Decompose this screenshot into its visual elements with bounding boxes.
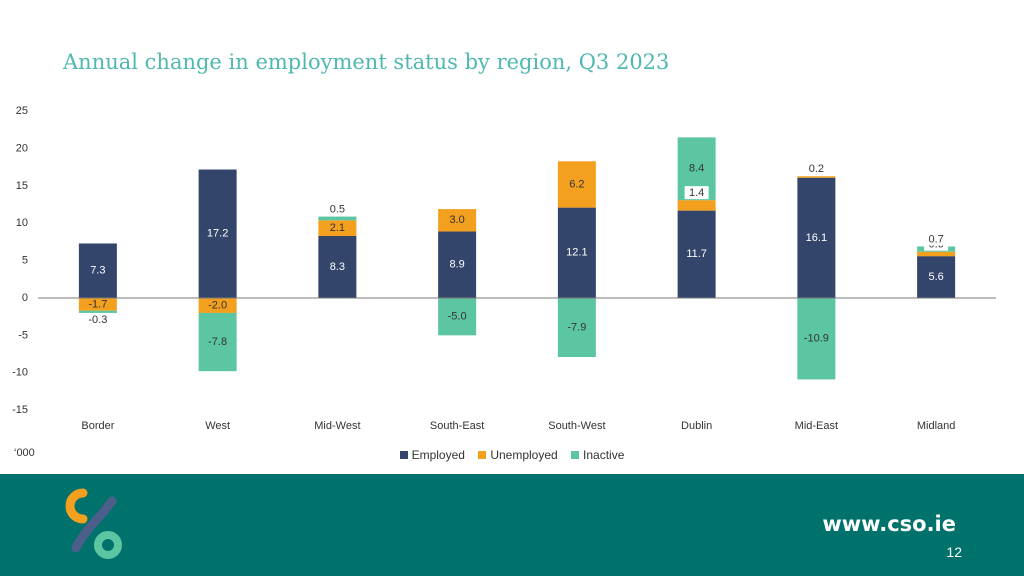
data-label-bg — [924, 232, 949, 246]
chart-title: Annual change in employment status by re… — [63, 50, 670, 74]
x-category-label: South-East — [430, 420, 484, 432]
legend-label-unemployed: Unemployed — [490, 448, 558, 462]
bar-inactive — [438, 298, 477, 336]
legend-label-inactive: Inactive — [583, 448, 625, 462]
data-label-inactive: 0.7 — [928, 233, 943, 245]
y-tick-label: 15 — [16, 180, 28, 192]
y-tick-label: -15 — [12, 404, 28, 416]
y-tick-label: 0 — [22, 292, 28, 304]
data-label-inactive: -0.3 — [88, 314, 107, 326]
data-label-employed: 5.6 — [928, 271, 943, 283]
data-label-unemployed: 1.4 — [689, 187, 704, 199]
bar-employed — [198, 169, 237, 298]
data-label-bg — [325, 202, 350, 216]
legend-swatch-employed — [399, 450, 408, 459]
bar-unemployed — [917, 251, 956, 257]
data-label-inactive: -7.8 — [208, 336, 227, 348]
legend-label-employed: Employed — [411, 448, 465, 462]
data-label-unemployed: 6.2 — [569, 178, 584, 190]
page-number: 12 — [946, 544, 962, 560]
legend-item-inactive: Inactive — [571, 448, 624, 462]
data-label-employed: 17.2 — [207, 228, 228, 240]
data-label-unemployed: -1.7 — [88, 298, 107, 310]
bar-inactive — [78, 310, 117, 313]
bar-employed — [557, 207, 596, 298]
bar-unemployed — [797, 176, 836, 178]
data-label-unemployed: -2.0 — [208, 299, 227, 311]
x-category-label: Dublin — [681, 420, 712, 432]
data-label-unemployed: 2.1 — [330, 222, 345, 234]
data-label-inactive: -10.9 — [804, 333, 829, 345]
data-label-unemployed: 0.2 — [809, 163, 824, 175]
x-category-label: Mid-West — [314, 420, 360, 432]
bar-employed — [78, 243, 117, 298]
data-label-employed: 7.3 — [90, 265, 105, 277]
x-category-label: South-West — [548, 420, 605, 432]
y-tick-label: -5 — [18, 329, 28, 341]
legend-swatch-inactive — [571, 450, 580, 459]
bar-unemployed — [557, 161, 596, 208]
y-tick-label: -10 — [12, 367, 28, 379]
bar-unemployed — [677, 200, 716, 211]
data-label-employed: 12.1 — [566, 247, 587, 259]
website-url: www.cso.ie — [822, 512, 956, 536]
y-tick-label: 20 — [16, 143, 28, 155]
y-tick-label: 10 — [16, 217, 28, 229]
data-label-inactive: -7.9 — [567, 321, 586, 333]
x-category-label: Mid-East — [795, 420, 838, 432]
data-label-employed: 8.9 — [449, 259, 464, 271]
bar-employed — [917, 256, 956, 298]
bar-employed — [677, 210, 716, 298]
bar-unemployed — [438, 209, 477, 232]
bar-inactive — [318, 216, 357, 221]
legend-swatch-unemployed — [478, 450, 487, 459]
legend-item-unemployed: Unemployed — [478, 448, 558, 462]
legend-item-employed: Employed — [399, 448, 465, 462]
data-label-inactive: 0.5 — [330, 203, 345, 215]
unit-note: ‘000 — [14, 447, 35, 459]
bar-employed — [438, 231, 477, 298]
bar-unemployed — [318, 220, 357, 236]
y-tick-label: 25 — [16, 105, 28, 117]
bar-inactive — [198, 312, 237, 372]
data-label-employed: 8.3 — [330, 261, 345, 273]
data-label-bg — [804, 162, 829, 176]
bar-employed — [797, 177, 836, 298]
data-label-inactive: 8.4 — [689, 163, 704, 175]
footer-bar: www.cso.ie 12 — [0, 474, 1024, 576]
bar-employed — [318, 235, 357, 298]
data-label-unemployed: 3.0 — [449, 214, 464, 226]
data-label-employed: 16.1 — [806, 232, 827, 244]
data-label-bg — [684, 186, 709, 200]
bar-inactive — [557, 298, 596, 358]
legend: Employed Unemployed Inactive — [0, 448, 1024, 462]
bar-unemployed — [78, 298, 117, 311]
bar-inactive — [797, 298, 836, 380]
cso-logo-icon — [65, 488, 122, 559]
data-label-inactive: -5.0 — [448, 311, 467, 323]
x-category-label: Border — [81, 420, 114, 432]
bar-unemployed — [198, 298, 237, 313]
data-label-employed: 11.7 — [686, 248, 707, 260]
x-category-label: West — [205, 420, 230, 432]
chart-plot: -15 -10 -5 0 5 10 15 20 25 7.3 -1.7 -0.3 Border 17.2 -… — [12, 105, 996, 432]
x-category-label: Midland — [917, 420, 956, 432]
y-tick-label: 5 — [22, 255, 28, 267]
